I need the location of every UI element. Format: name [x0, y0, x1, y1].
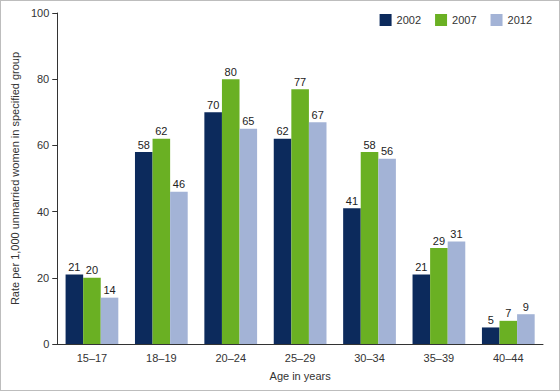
- svg-text:25–29: 25–29: [285, 352, 316, 364]
- svg-text:56: 56: [381, 145, 393, 157]
- svg-text:40: 40: [37, 206, 49, 218]
- svg-text:100: 100: [31, 7, 49, 19]
- svg-text:7: 7: [505, 307, 511, 319]
- svg-text:21: 21: [68, 261, 80, 273]
- svg-text:5: 5: [488, 314, 494, 326]
- svg-text:15–17: 15–17: [77, 352, 108, 364]
- svg-text:20: 20: [37, 272, 49, 284]
- svg-text:14: 14: [103, 284, 115, 296]
- svg-text:Rate per 1,000 unmarried women: Rate per 1,000 unmarried women in specif…: [9, 52, 21, 305]
- svg-text:80: 80: [225, 66, 237, 78]
- svg-text:62: 62: [155, 125, 167, 137]
- svg-text:21: 21: [415, 261, 427, 273]
- svg-text:Age in years: Age in years: [270, 370, 332, 382]
- svg-text:77: 77: [294, 76, 306, 88]
- svg-text:2002: 2002: [397, 14, 421, 26]
- svg-text:65: 65: [242, 115, 254, 127]
- svg-text:40–44: 40–44: [493, 352, 524, 364]
- svg-text:80: 80: [37, 73, 49, 85]
- svg-text:58: 58: [138, 139, 150, 151]
- svg-text:18–19: 18–19: [146, 352, 177, 364]
- svg-text:20: 20: [86, 264, 98, 276]
- svg-text:30–34: 30–34: [354, 352, 385, 364]
- svg-text:9: 9: [523, 301, 529, 313]
- svg-text:35–39: 35–39: [424, 352, 455, 364]
- svg-text:70: 70: [207, 99, 219, 111]
- svg-text:0: 0: [43, 338, 49, 350]
- svg-text:58: 58: [363, 139, 375, 151]
- svg-text:46: 46: [173, 178, 185, 190]
- svg-text:20–24: 20–24: [215, 352, 246, 364]
- svg-text:41: 41: [346, 195, 358, 207]
- svg-text:31: 31: [450, 228, 462, 240]
- svg-text:60: 60: [37, 139, 49, 151]
- svg-text:29: 29: [433, 235, 445, 247]
- svg-text:2012: 2012: [508, 14, 532, 26]
- svg-text:62: 62: [276, 125, 288, 137]
- svg-text:67: 67: [312, 109, 324, 121]
- svg-text:2007: 2007: [452, 14, 476, 26]
